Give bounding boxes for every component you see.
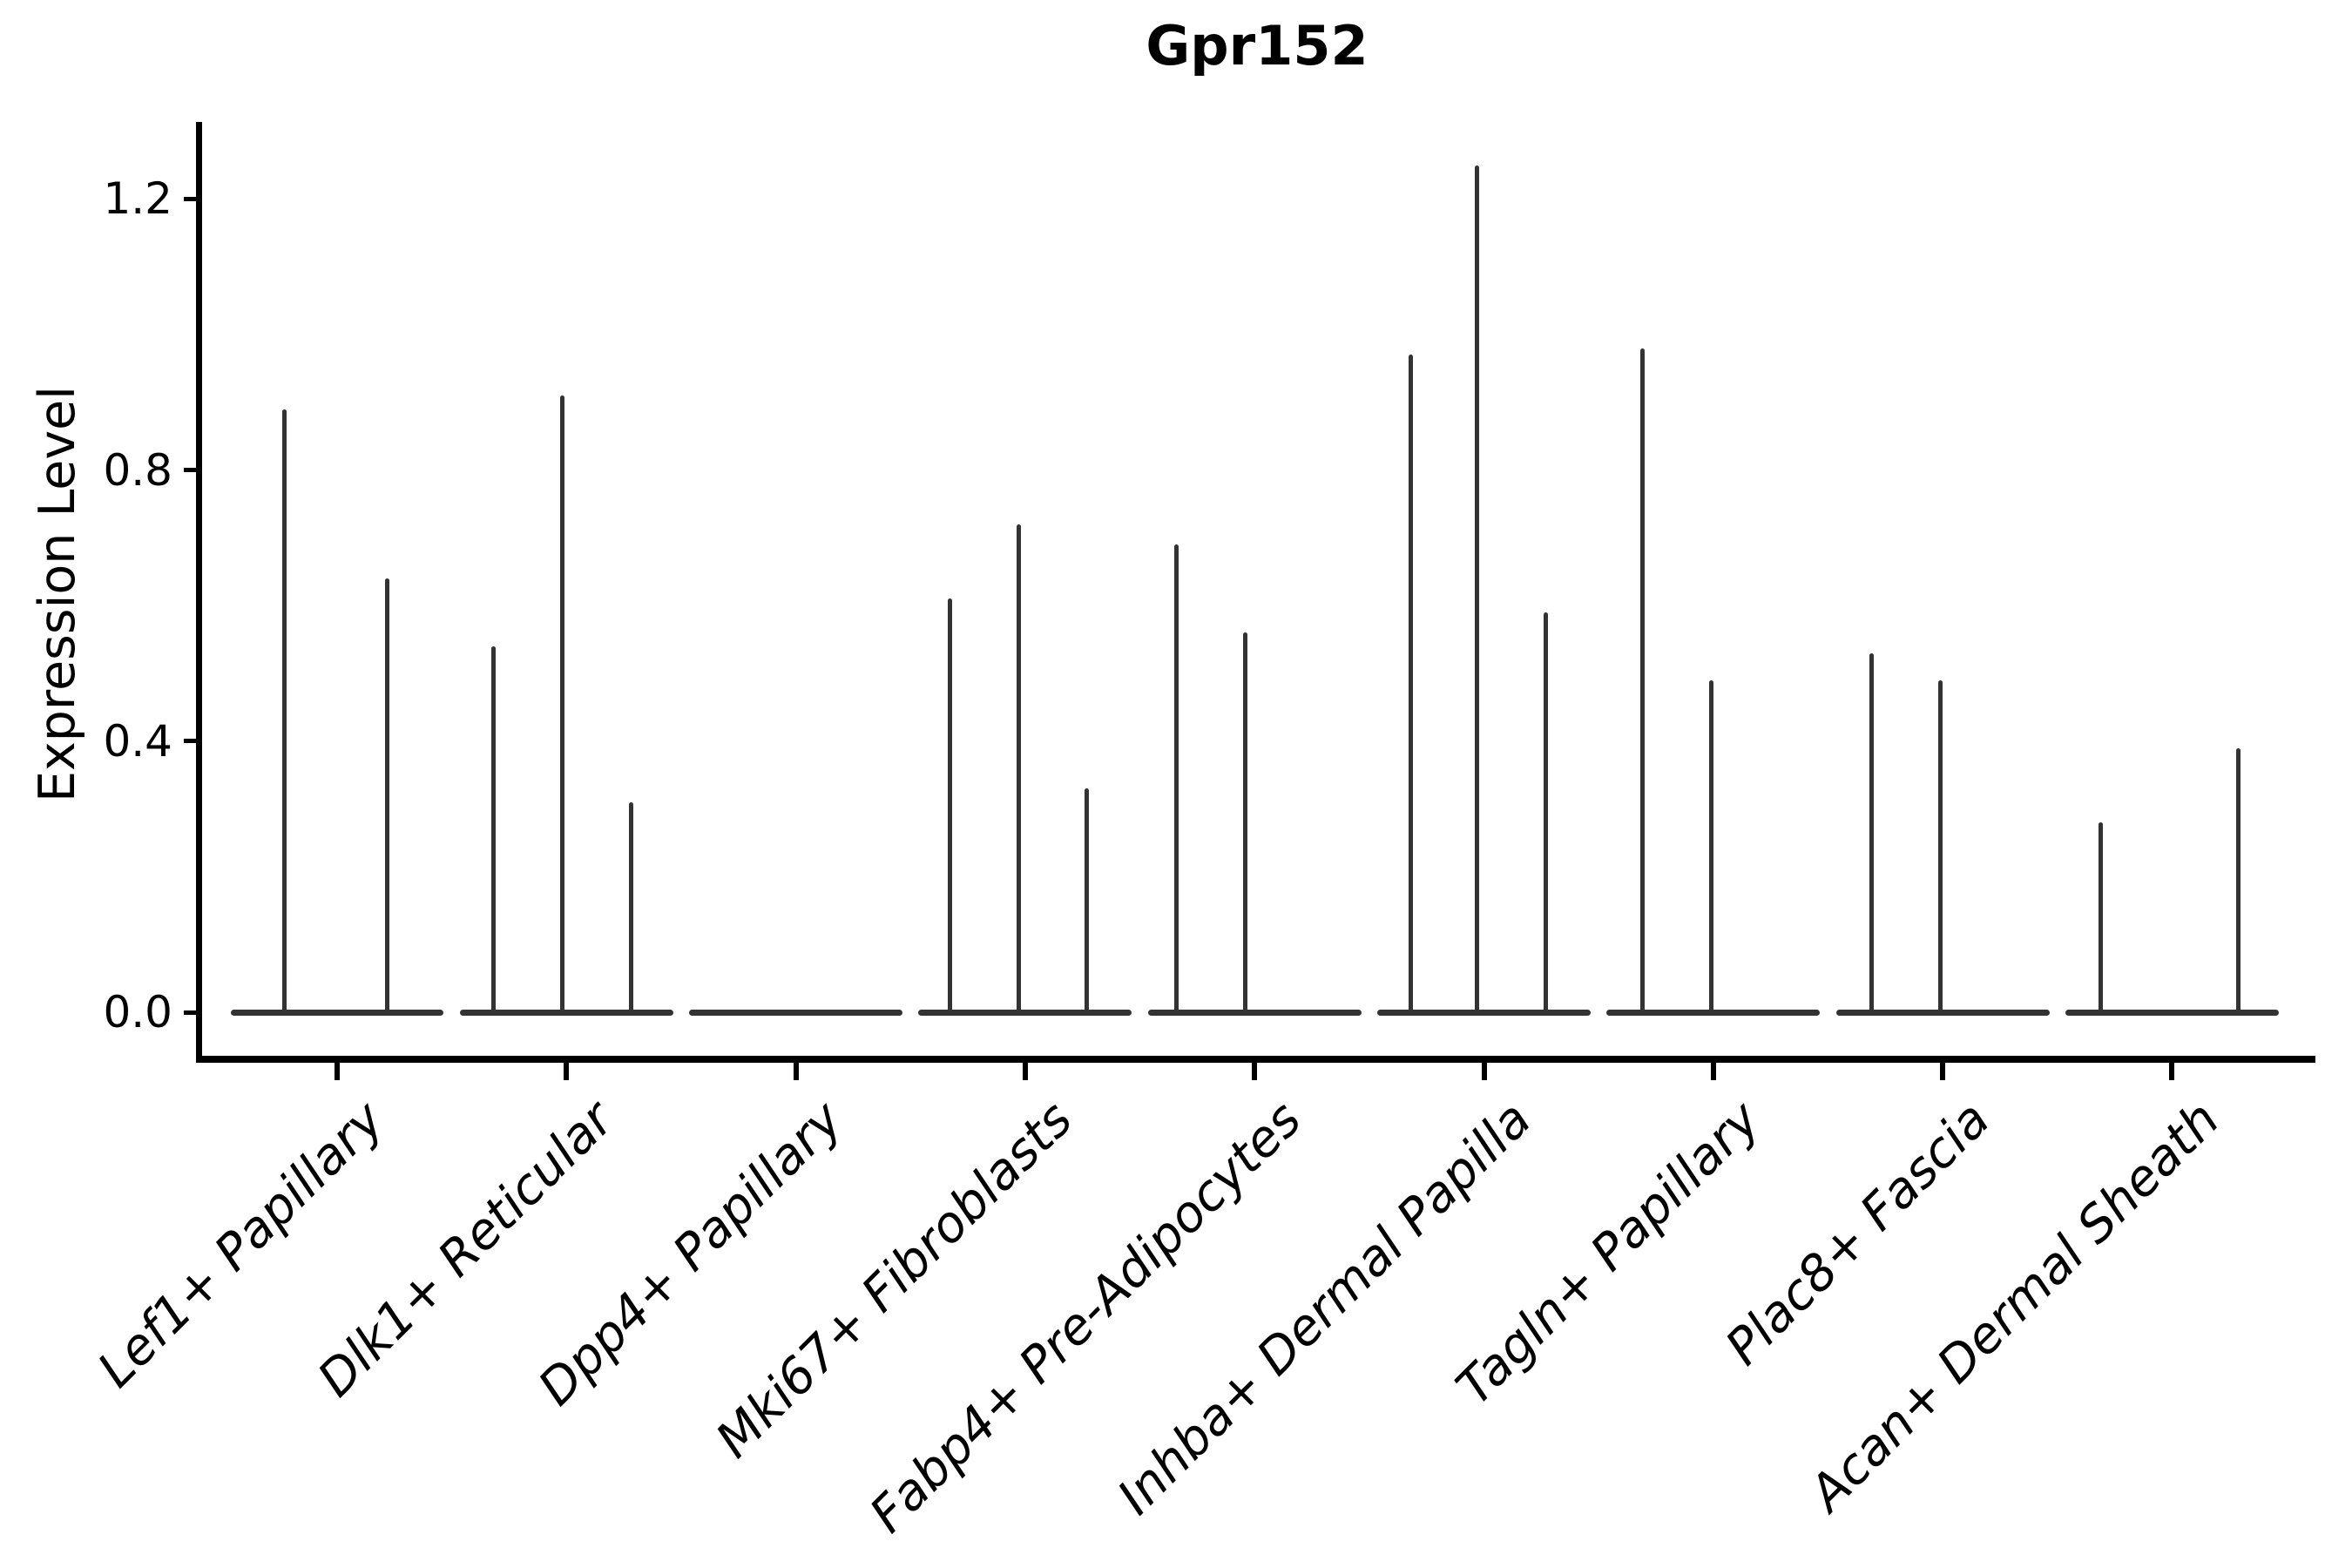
violin-spike xyxy=(559,395,564,1015)
violin-baseline xyxy=(1835,1009,2050,1016)
y-tick-mark xyxy=(183,739,196,744)
violin-spike xyxy=(1937,679,1943,1015)
violin-baseline xyxy=(1606,1009,1821,1016)
violin-spike xyxy=(2099,822,2104,1015)
x-tick-mark xyxy=(564,1063,570,1080)
y-tick-mark xyxy=(183,468,196,473)
x-tick-mark xyxy=(1940,1063,1946,1080)
violin-baseline xyxy=(918,1009,1132,1016)
chart-title: Gpr152 xyxy=(1146,14,1369,78)
violin-spike xyxy=(1544,612,1549,1015)
violin-baseline xyxy=(1147,1009,1362,1016)
y-tick-label: 1.2 xyxy=(103,173,172,225)
y-tick-label: 0.8 xyxy=(103,444,172,496)
x-tick-mark xyxy=(793,1063,799,1080)
violin-spike xyxy=(1869,652,1874,1015)
violin-spike xyxy=(1016,524,1021,1015)
y-tick-mark xyxy=(183,1010,196,1015)
x-tick-label: Acan+ Dermal Sheath xyxy=(1798,1090,2230,1523)
violin-spike xyxy=(1408,355,1413,1015)
violin-spike xyxy=(281,409,287,1015)
y-axis-spine xyxy=(195,122,202,1063)
x-tick-mark xyxy=(335,1063,340,1080)
x-tick-mark xyxy=(2169,1063,2175,1080)
violin-spike xyxy=(947,598,952,1015)
violin-spike xyxy=(628,801,633,1015)
x-axis-spine xyxy=(195,1056,2315,1063)
violin-baseline xyxy=(230,1009,444,1016)
x-tick-mark xyxy=(1481,1063,1487,1080)
violin-baseline xyxy=(689,1009,903,1016)
violin-spike xyxy=(2236,747,2241,1015)
violin-spike xyxy=(1085,788,1090,1015)
violin-spike xyxy=(385,578,390,1015)
violin-spike xyxy=(1243,632,1248,1015)
y-tick-label: 0.0 xyxy=(103,987,172,1037)
y-tick-mark xyxy=(183,196,196,201)
violin-spike xyxy=(490,645,496,1015)
x-tick-mark xyxy=(1710,1063,1716,1080)
violin-spike xyxy=(1639,348,1645,1015)
x-tick-mark xyxy=(1022,1063,1028,1080)
violin-spike xyxy=(1174,544,1179,1015)
x-tick-mark xyxy=(1252,1063,1258,1080)
violin-baseline xyxy=(1377,1009,1591,1016)
violin-baseline xyxy=(459,1009,673,1016)
violin-spike xyxy=(1475,165,1480,1015)
violin-baseline xyxy=(2065,1009,2279,1016)
violin-spike xyxy=(1708,679,1713,1015)
x-tick-label: Fabp4+ Pre-Adipocytes xyxy=(859,1090,1313,1544)
y-tick-label: 0.4 xyxy=(103,715,172,767)
x-tick-label: Inhba+ Dermal Papilla xyxy=(1106,1090,1543,1526)
